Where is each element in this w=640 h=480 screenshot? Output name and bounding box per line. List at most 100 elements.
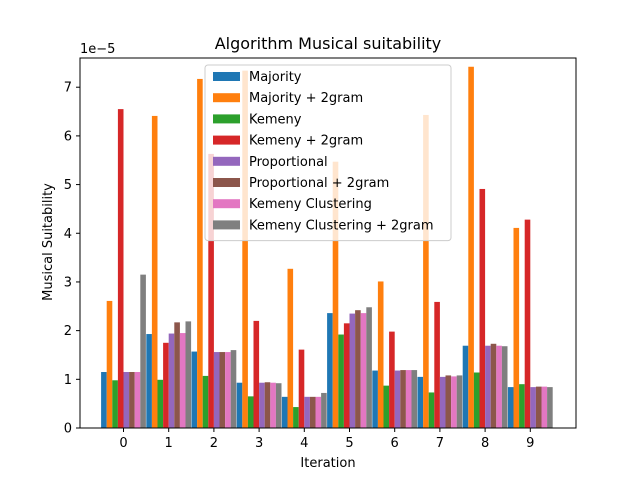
bar-kemeny-clustering-2gram-6 xyxy=(411,370,418,428)
bar-majority-1 xyxy=(146,334,152,428)
x-tick-label: 8 xyxy=(481,436,489,451)
x-tick-label: 6 xyxy=(391,436,399,451)
bar-proportional-1 xyxy=(168,333,175,428)
legend-swatch xyxy=(213,220,240,230)
bar-proportional-2gram-6 xyxy=(400,370,406,428)
bar-kemeny-8 xyxy=(473,372,480,428)
bar-kemeny-2gram-4 xyxy=(298,349,305,428)
bar-kemeny-1 xyxy=(157,379,164,428)
y-tick-label: 7 xyxy=(64,81,72,96)
y-axis-label: Musical Suitability xyxy=(41,183,56,301)
bar-kemeny-clustering-4 xyxy=(315,396,322,428)
legend-swatch xyxy=(213,114,240,124)
bar-majority-6 xyxy=(372,370,378,428)
bar-kemeny-clustering-0 xyxy=(134,372,141,428)
bar-proportional-3 xyxy=(259,382,265,428)
x-tick-label: 7 xyxy=(436,436,444,451)
bar-majority-2gram-2 xyxy=(197,78,203,429)
bar-kemeny-6 xyxy=(383,385,390,428)
bar-majority-3 xyxy=(236,382,243,428)
x-tick-label: 4 xyxy=(300,436,308,451)
bar-kemeny-4 xyxy=(293,407,299,428)
legend-swatch xyxy=(213,199,240,209)
bar-majority-2gram-0 xyxy=(106,300,113,428)
bar-majority-2 xyxy=(191,351,198,428)
bar-kemeny-clustering-1 xyxy=(179,333,186,428)
bar-kemeny-2gram-6 xyxy=(389,331,395,428)
bar-proportional-2gram-1 xyxy=(174,322,180,428)
x-tick-label: 1 xyxy=(165,436,173,451)
bar-proportional-2gram-7 xyxy=(445,375,452,428)
bar-majority-2gram-7 xyxy=(423,114,429,429)
bars-group xyxy=(101,66,553,429)
plot-area-frame xyxy=(79,57,577,429)
bar-kemeny-clustering-2gram-0 xyxy=(140,274,146,428)
bar-kemeny-clustering-2gram-7 xyxy=(456,375,463,428)
legend-entry-label: Proportional + 2gram xyxy=(249,176,389,191)
x-axis-label: Iteration xyxy=(300,456,355,471)
bar-kemeny-9 xyxy=(519,384,525,428)
bar-kemeny-clustering-2gram-2 xyxy=(230,350,237,428)
bar-proportional-5 xyxy=(349,313,356,428)
bar-kemeny-5 xyxy=(338,334,344,428)
x-tick-label: 0 xyxy=(119,436,127,451)
bar-kemeny-2gram-7 xyxy=(434,301,440,428)
bar-kemeny-2gram-2 xyxy=(208,153,214,428)
y-tick-label: 6 xyxy=(64,129,72,144)
y-tick-label: 0 xyxy=(64,422,72,437)
legend-entry-label: Majority + 2gram xyxy=(249,91,363,106)
legend-entry-label: Kemeny + 2gram xyxy=(249,134,363,149)
bar-kemeny-2gram-9 xyxy=(524,219,531,428)
y-axis-scale-label: 1e−5 xyxy=(80,42,115,57)
y-tick-label: 2 xyxy=(64,324,72,339)
bar-proportional-7 xyxy=(439,376,446,428)
legend-swatch xyxy=(213,93,240,103)
bar-kemeny-clustering-2gram-8 xyxy=(501,346,508,428)
bar-proportional-8 xyxy=(485,345,491,428)
bar-majority-2gram-3 xyxy=(242,70,248,428)
legend-entry-label: Kemeny Clustering xyxy=(249,197,372,212)
bar-majority-5 xyxy=(327,313,333,428)
bar-proportional-2gram-3 xyxy=(264,382,271,428)
x-tick-label: 2 xyxy=(210,436,218,451)
x-tick-label: 9 xyxy=(526,436,534,451)
bar-kemeny-clustering-7 xyxy=(451,376,457,428)
legend-swatch xyxy=(213,135,240,145)
y-tick-label: 1 xyxy=(64,373,72,388)
legend-entry-label: Proportional xyxy=(249,155,328,170)
bar-proportional-0 xyxy=(123,372,130,428)
bar-kemeny-2gram-1 xyxy=(163,342,169,428)
bar-proportional-2gram-2 xyxy=(219,352,226,428)
legend-swatch xyxy=(213,156,240,166)
bar-proportional-9 xyxy=(530,387,536,428)
bar-kemeny-2gram-8 xyxy=(479,188,486,428)
legend-swatch xyxy=(213,178,240,187)
bar-kemeny-2gram-5 xyxy=(343,323,350,428)
bar-majority-9 xyxy=(507,387,514,428)
bar-kemeny-clustering-8 xyxy=(496,345,502,428)
legend-entry-label: Kemeny xyxy=(249,112,302,127)
legend-swatch xyxy=(213,72,240,81)
bar-majority-2gram-1 xyxy=(151,115,158,429)
bar-majority-2gram-9 xyxy=(513,227,520,428)
bar-kemeny-clustering-5 xyxy=(360,313,367,428)
bar-proportional-2gram-9 xyxy=(535,386,542,428)
bar-majority-0 xyxy=(101,372,107,428)
bar-majority-2gram-4 xyxy=(287,268,294,428)
bar-kemeny-2 xyxy=(202,375,209,428)
x-tick-label: 3 xyxy=(255,436,263,451)
bar-kemeny-2gram-0 xyxy=(117,109,124,429)
bar-kemeny-clustering-2gram-5 xyxy=(366,307,372,428)
y-tick-label: 4 xyxy=(64,227,72,242)
bar-proportional-6 xyxy=(394,370,401,428)
legend: Majority Majority + 2gram Kemeny Kemeny + 2… xyxy=(204,64,452,242)
x-tick-label: 5 xyxy=(345,436,353,451)
bar-majority-2gram-6 xyxy=(377,281,384,428)
y-tick-label: 5 xyxy=(64,178,72,193)
bar-majority-7 xyxy=(417,376,424,428)
bar-kemeny-clustering-2gram-4 xyxy=(321,392,327,428)
bar-proportional-2 xyxy=(213,352,220,428)
bar-kemeny-clustering-2gram-1 xyxy=(185,321,192,428)
bar-majority-4 xyxy=(281,396,288,428)
